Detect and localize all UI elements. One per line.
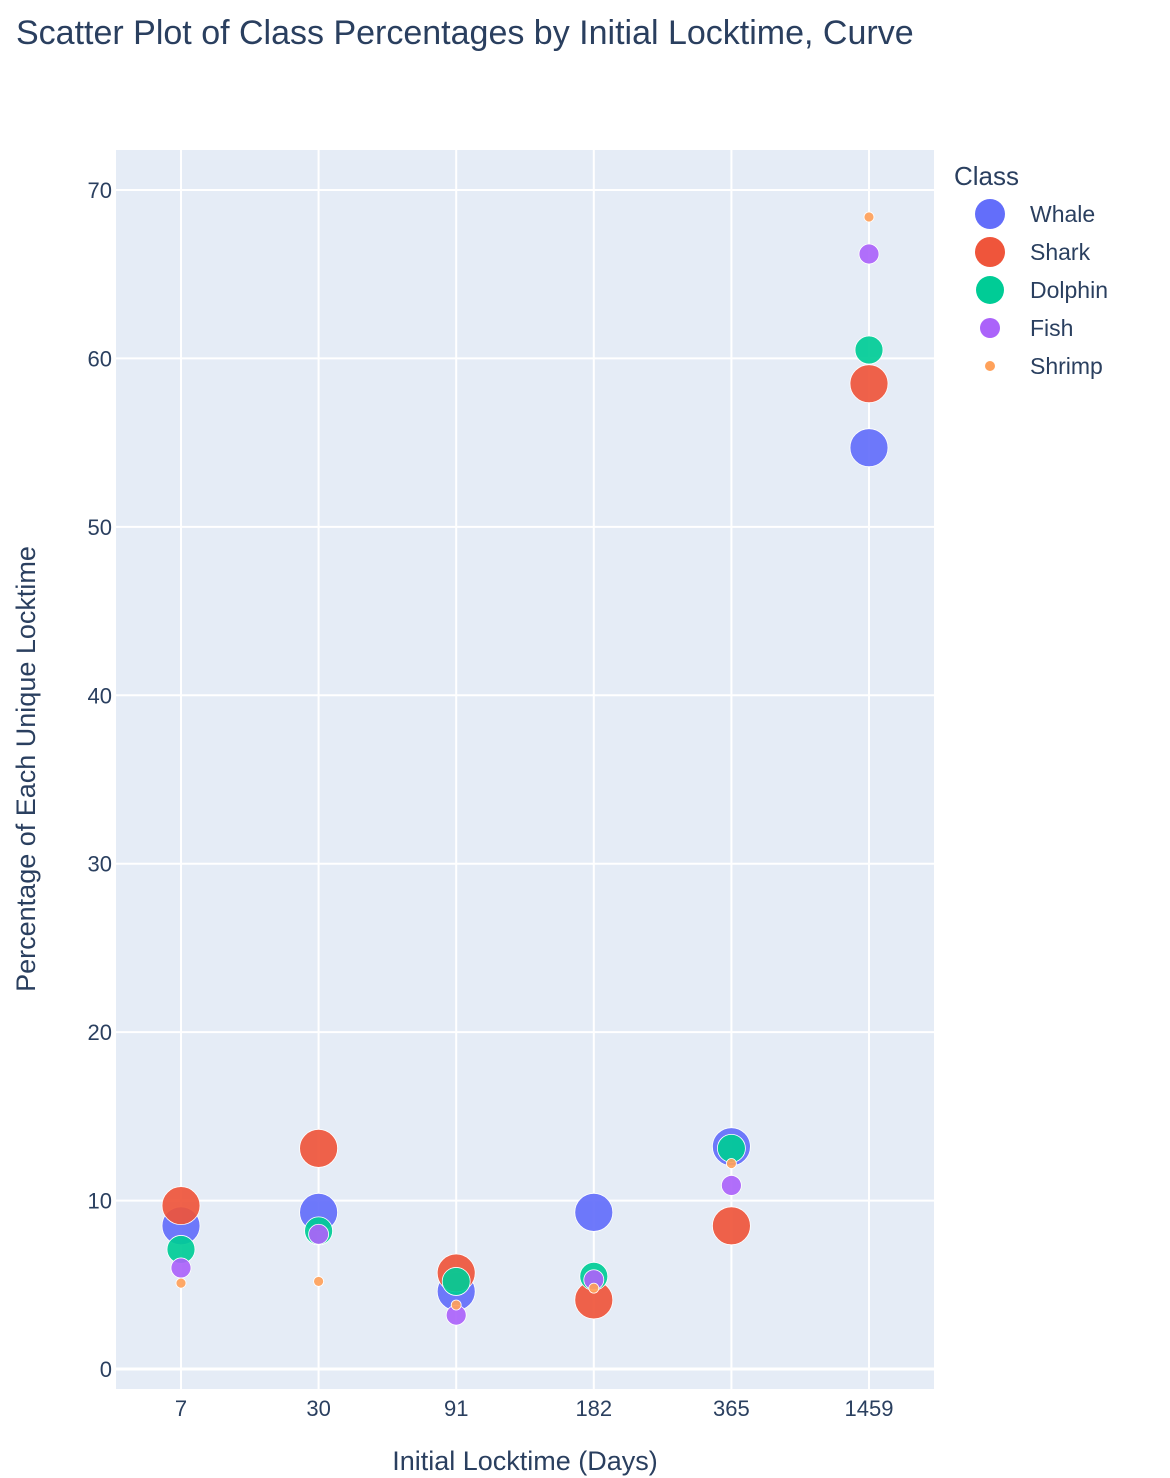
data-point [854, 335, 884, 365]
data-point [849, 364, 889, 404]
y-tick-label: 60 [88, 346, 112, 371]
data-point [170, 1257, 192, 1279]
data-point [450, 1299, 462, 1311]
legend-label: Fish [1030, 315, 1073, 341]
y-tick-label: 70 [88, 178, 112, 203]
plot-area [116, 150, 934, 1389]
data-point [588, 1282, 600, 1294]
series-shrimp [175, 211, 875, 1311]
y-tick-label: 0 [100, 1357, 112, 1382]
data-point [863, 211, 875, 223]
x-tick-label: 365 [713, 1396, 750, 1421]
data-point [161, 1186, 201, 1226]
y-tick-label: 20 [88, 1020, 112, 1045]
legend-label: Shark [1030, 239, 1091, 265]
legend-item-fish[interactable]: Fish [980, 315, 1073, 341]
grid-lines [116, 150, 934, 1389]
legend-marker [980, 318, 1000, 338]
y-tick-label: 30 [88, 852, 112, 877]
data-point [849, 428, 889, 468]
series-fish [170, 243, 880, 1326]
legend: Class Whale Shark Dolphin Fish Shrimp [954, 161, 1108, 379]
data-point [299, 1128, 339, 1168]
x-axis-title: Initial Locktime (Days) [392, 1446, 658, 1476]
data-point [441, 1267, 471, 1296]
x-tick-label: 1459 [845, 1396, 894, 1421]
x-tick-label: 7 [175, 1396, 187, 1421]
legend-label: Dolphin [1030, 277, 1108, 303]
data-point [308, 1223, 330, 1245]
x-tick-labels: 7 30 91 182 365 1459 [175, 1396, 894, 1421]
data-point [726, 1158, 737, 1169]
legend-item-dolphin[interactable]: Dolphin [976, 276, 1108, 304]
data-point [313, 1276, 325, 1287]
y-tick-label: 40 [88, 683, 112, 708]
legend-label: Shrimp [1030, 353, 1103, 379]
x-tick-label: 30 [306, 1396, 330, 1421]
chart-title: Scatter Plot of Class Percentages by Ini… [16, 14, 914, 52]
y-tick-label: 50 [88, 515, 112, 540]
data-point [721, 1175, 742, 1196]
y-tick-labels: 0 10 20 30 40 50 60 70 [88, 178, 112, 1382]
data-points [161, 211, 889, 1326]
y-tick-label: 10 [88, 1189, 112, 1214]
data-point [175, 1277, 187, 1289]
data-point [712, 1206, 751, 1246]
x-tick-label: 182 [575, 1396, 612, 1421]
legend-label: Whale [1030, 201, 1095, 227]
y-axis-title: Percentage of Each Unique Locktime [11, 546, 41, 992]
legend-marker [975, 199, 1005, 229]
legend-item-whale[interactable]: Whale [975, 199, 1095, 229]
data-point [858, 243, 880, 265]
legend-marker [975, 237, 1005, 267]
legend-marker [985, 361, 995, 371]
legend-title: Class [954, 161, 1019, 191]
legend-item-shark[interactable]: Shark [975, 237, 1091, 267]
x-tick-label: 91 [444, 1396, 468, 1421]
data-point [574, 1192, 614, 1232]
legend-item-shrimp[interactable]: Shrimp [985, 353, 1103, 379]
legend-marker [976, 276, 1004, 304]
